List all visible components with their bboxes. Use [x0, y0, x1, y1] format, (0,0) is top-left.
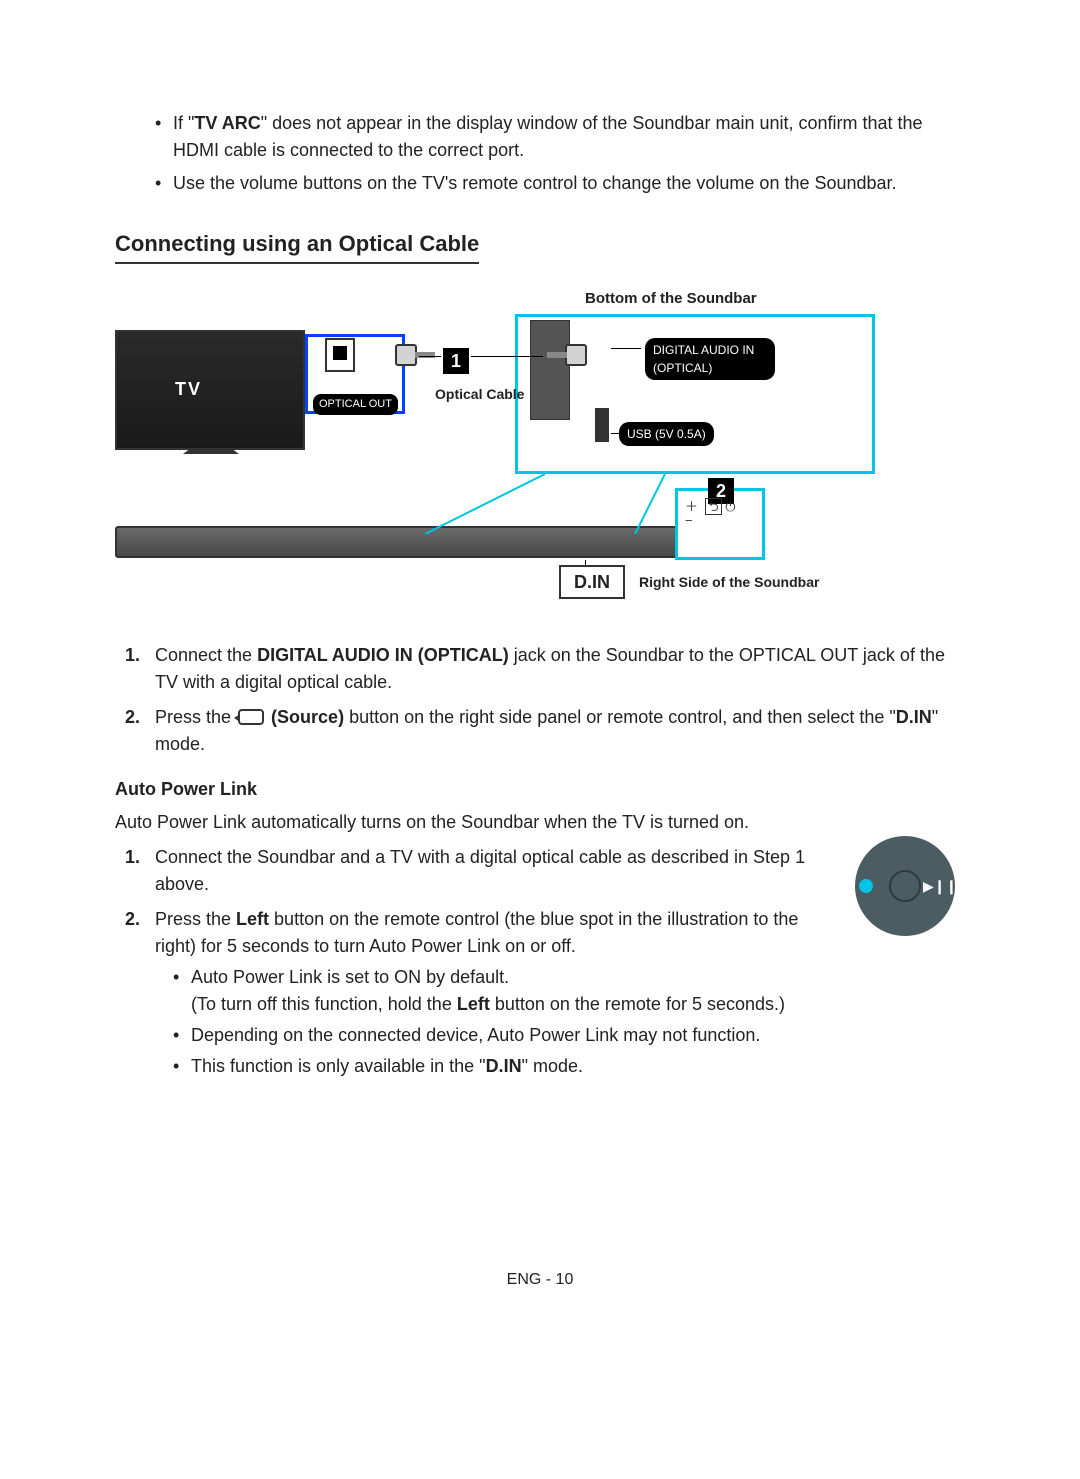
apl-step-2: Press the Left button on the remote cont… [125, 906, 965, 1080]
label-usb: USB (5V 0.5A) [619, 422, 714, 446]
port-block [530, 320, 570, 420]
soundbar-front [115, 526, 705, 558]
tv-illustration [115, 330, 305, 450]
toslink-port-icon [325, 338, 355, 372]
optical-connector-right [565, 344, 587, 366]
auto-power-link-steps: Connect the Soundbar and a TV with a dig… [125, 844, 965, 1080]
step-1-connect-jack: Connect the DIGITAL AUDIO IN (OPTICAL) j… [125, 642, 965, 696]
tv-text: TV [175, 376, 202, 403]
optical-connection-diagram: Bottom of the Soundbar DIGITAL AUDIO IN … [115, 288, 965, 618]
label-optical-cable: Optical Cable [435, 384, 524, 405]
step-2-press-source: Press the (Source) button on the right s… [125, 704, 965, 758]
apl-bullet-default-on: Auto Power Link is set to ON by default.… [173, 964, 965, 1018]
apl-bullet-may-not-function: Depending on the connected device, Auto … [173, 1022, 965, 1049]
subsection-auto-power-link: Auto Power Link [115, 776, 965, 803]
source-icon [238, 709, 264, 725]
label-right-side-soundbar: Right Side of the Soundbar [639, 572, 819, 593]
auto-power-link-intro: Auto Power Link automatically turns on t… [115, 809, 965, 836]
tv-arc-notes: If "TV ARC" does not appear in the displ… [155, 110, 965, 197]
step-badge-1: 1 [443, 348, 469, 374]
tv-stand [183, 448, 239, 454]
page-footer: ENG - 10 [115, 1268, 965, 1292]
label-digital-audio-in: DIGITAL AUDIO IN (OPTICAL) [645, 338, 775, 380]
usb-port [595, 408, 609, 442]
optical-connection-steps: Connect the DIGITAL AUDIO IN (OPTICAL) j… [125, 642, 965, 758]
label-optical-out: OPTICAL OUT [313, 394, 398, 415]
apl-step-1: Connect the Soundbar and a TV with a dig… [125, 844, 965, 898]
din-display: D.IN [559, 565, 625, 599]
apl-sub-bullets: Auto Power Link is set to ON by default.… [173, 964, 965, 1080]
label-bottom-soundbar: Bottom of the Soundbar [585, 288, 757, 311]
note-tv-arc: If "TV ARC" does not appear in the displ… [155, 110, 965, 164]
optical-connector-left [395, 344, 417, 366]
note-volume: Use the volume buttons on the TV's remot… [155, 170, 965, 197]
side-panel-buttons: ＋ ⮌ ⏻ − [685, 500, 736, 528]
section-title-optical: Connecting using an Optical Cable [115, 227, 479, 264]
apl-bullet-din-only: This function is only available in the "… [173, 1053, 965, 1080]
